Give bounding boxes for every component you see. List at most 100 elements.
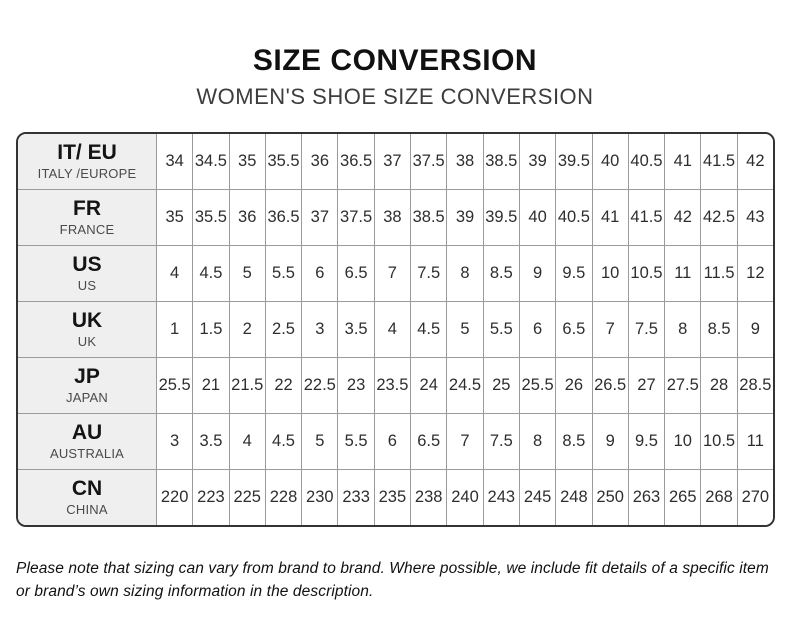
- size-cell: 228: [264, 470, 302, 525]
- row-header-cell: UK UK: [18, 302, 156, 357]
- region-name: AUSTRALIA: [49, 446, 125, 462]
- size-cell: 223: [192, 470, 229, 525]
- size-cell: 240: [446, 470, 483, 525]
- size-cell: 5: [301, 414, 338, 469]
- size-cell: 42: [736, 134, 773, 189]
- size-conversion-page: SIZE CONVERSION WOMEN'S SHOE SIZE CONVER…: [0, 44, 790, 631]
- region-name: UK: [77, 334, 97, 350]
- size-cell: 248: [555, 470, 592, 525]
- size-cell: 233: [337, 470, 374, 525]
- size-cell: 41: [664, 134, 701, 189]
- size-cell: 243: [482, 470, 519, 525]
- size-cell: 41: [591, 190, 628, 245]
- size-cell: 5.5: [482, 302, 519, 357]
- region-name: JAPAN: [66, 390, 108, 406]
- size-cell: 225: [228, 470, 265, 525]
- size-cell: 38: [373, 190, 411, 245]
- size-cell: 24.5: [446, 358, 483, 413]
- size-cell: 35: [228, 134, 265, 189]
- size-cell: 24: [410, 358, 447, 413]
- region-code: FR: [73, 196, 101, 220]
- table-row: CN CHINA 220 223 225 228 230 233 235 238 240 243 245…: [18, 469, 773, 525]
- size-cell: 9.5: [555, 246, 592, 301]
- region-code: AU: [71, 420, 103, 444]
- region-name: FRANCE: [59, 222, 115, 238]
- size-cell: 21.5: [228, 358, 265, 413]
- size-cell: 7: [373, 246, 411, 301]
- size-cell: 9.5: [627, 414, 665, 469]
- row-header-cell: IT/ EU ITALY /EUROPE: [18, 134, 156, 189]
- size-cell: 11: [736, 414, 773, 469]
- size-cell: 43: [736, 190, 773, 245]
- size-cell: 250: [591, 470, 628, 525]
- size-cell: 10: [591, 246, 628, 301]
- table-row: JP JAPAN 25.5 21 21.5 22 22.5 23 23.5 24 24.5 25 25.…: [18, 357, 773, 413]
- size-cell: 37: [301, 190, 338, 245]
- page-subtitle: WOMEN'S SHOE SIZE CONVERSION: [196, 84, 594, 109]
- size-cell: 41.5: [627, 190, 665, 245]
- size-cell: 28: [700, 358, 737, 413]
- size-cell: 8: [446, 246, 483, 301]
- size-cell: 5.5: [264, 246, 302, 301]
- size-cell: 270: [736, 470, 773, 525]
- size-cell: 38.5: [410, 190, 447, 245]
- size-cell: 268: [700, 470, 737, 525]
- size-cell: 21: [192, 358, 229, 413]
- size-cell: 36.5: [337, 134, 374, 189]
- size-cell: 40: [591, 134, 628, 189]
- size-cell: 39: [518, 134, 556, 189]
- size-cell: 5: [228, 246, 265, 301]
- size-cell: 10: [664, 414, 701, 469]
- size-cell: 12: [736, 246, 773, 301]
- size-cell: 238: [410, 470, 447, 525]
- row-header-cell: JP JAPAN: [18, 358, 156, 413]
- size-cell: 4: [373, 302, 411, 357]
- size-cell: 37: [373, 134, 411, 189]
- size-cell: 25.5: [156, 358, 193, 413]
- size-cell: 220: [156, 470, 193, 525]
- size-table: IT/ EU ITALY /EUROPE 34 34.5 35 35.5 36 36.5 37 3…: [16, 132, 775, 527]
- size-cell: 37.5: [337, 190, 374, 245]
- size-cell: 27: [627, 358, 665, 413]
- table-row: UK UK 1 1.5 2 2.5 3 3.5 4 4.5 5 5.5 6 6.5 7 7.5 8 8.5 9: [18, 301, 773, 357]
- size-cell: 36.5: [264, 190, 302, 245]
- size-cell: 38.5: [482, 134, 519, 189]
- region-code: UK: [71, 308, 103, 332]
- size-cell: 36: [228, 190, 265, 245]
- size-cell: 3.5: [192, 414, 229, 469]
- size-cell: 9: [518, 246, 556, 301]
- size-cell: 235: [373, 470, 411, 525]
- size-cell: 9: [736, 302, 773, 357]
- size-cell: 263: [627, 470, 665, 525]
- size-cell: 4.5: [264, 414, 302, 469]
- size-cell: 6.5: [337, 246, 374, 301]
- size-cell: 34.5: [192, 134, 229, 189]
- size-cell: 4.5: [410, 302, 447, 357]
- size-cell: 230: [301, 470, 338, 525]
- table-row: IT/ EU ITALY /EUROPE 34 34.5 35 35.5 36 36.5 37 3…: [18, 134, 773, 189]
- size-cell: 11.5: [700, 246, 737, 301]
- size-cell: 22: [264, 358, 302, 413]
- size-cell: 25: [482, 358, 519, 413]
- size-cell: 7.5: [410, 246, 447, 301]
- size-cell: 10.5: [700, 414, 737, 469]
- size-cell: 40: [518, 190, 556, 245]
- size-cell: 39.5: [482, 190, 519, 245]
- size-cell: 8: [518, 414, 556, 469]
- size-cell: 2: [228, 302, 265, 357]
- size-cell: 39.5: [555, 134, 592, 189]
- size-cell: 26.5: [591, 358, 628, 413]
- size-cell: 23.5: [373, 358, 411, 413]
- size-cell: 37.5: [410, 134, 447, 189]
- size-cell: 4: [156, 246, 193, 301]
- table-row: FR FRANCE 35 35.5 36 36.5 37 37.5 38 38.5 39 39.5 40…: [18, 189, 773, 245]
- size-cell: 28.5: [736, 358, 773, 413]
- sizing-footnote: Please note that sizing can vary from br…: [16, 560, 769, 601]
- size-cell: 25.5: [518, 358, 556, 413]
- size-cell: 4: [228, 414, 265, 469]
- size-cell: 6.5: [410, 414, 447, 469]
- size-cell: 3: [301, 302, 338, 357]
- size-cell: 8: [664, 302, 701, 357]
- region-name: ITALY /EUROPE: [37, 166, 137, 182]
- row-header-cell: CN CHINA: [18, 470, 156, 525]
